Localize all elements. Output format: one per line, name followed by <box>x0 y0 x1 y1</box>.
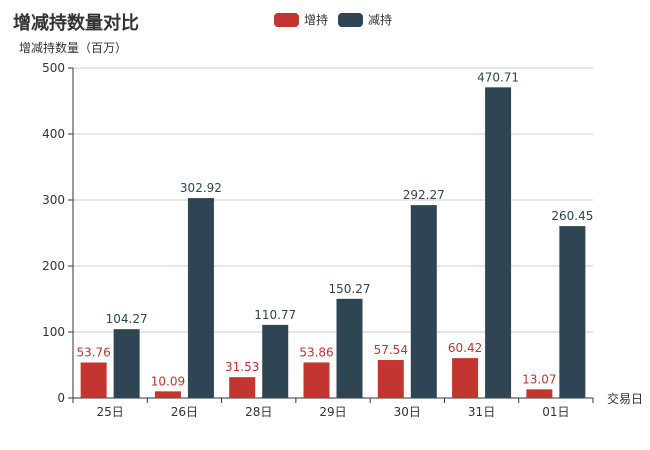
y-tick-label: 400 <box>42 127 65 141</box>
x-tick-label: 30日 <box>394 405 421 419</box>
x-axis-label: 交易日 <box>607 392 644 406</box>
y-tick-label: 0 <box>57 391 65 405</box>
y-tick-label: 100 <box>42 325 65 339</box>
bar-decrease <box>113 329 140 398</box>
data-label-increase: 53.76 <box>76 346 110 360</box>
x-tick-label: 25日 <box>97 405 124 419</box>
legend-item-decrease[interactable]: 减持 <box>338 11 392 28</box>
legend-label-increase: 增持 <box>304 13 329 27</box>
legend: 增持 减持 <box>274 11 402 28</box>
x-tick-label: 29日 <box>319 405 346 419</box>
data-label-decrease: 110.77 <box>254 308 296 322</box>
data-label-increase: 60.42 <box>448 341 482 355</box>
bar-increase <box>303 362 330 398</box>
data-label-decrease: 150.27 <box>329 282 371 296</box>
data-label-increase: 10.09 <box>151 374 185 388</box>
bar-increase <box>452 358 479 398</box>
bar-increase <box>154 391 181 398</box>
y-axis-label: 增减持数量（百万） <box>19 41 128 55</box>
bar-decrease <box>187 198 214 398</box>
data-label-increase: 31.53 <box>225 360 259 374</box>
bar-increase <box>526 389 553 398</box>
legend-item-increase[interactable]: 增持 <box>274 11 328 28</box>
legend-swatch-increase <box>274 12 299 27</box>
data-label-increase: 57.54 <box>374 343 408 357</box>
bar-increase <box>377 360 404 398</box>
data-label-decrease: 470.71 <box>477 70 519 84</box>
data-label-decrease: 260.45 <box>551 209 593 223</box>
bar-increase <box>80 362 107 398</box>
y-tick-label: 300 <box>42 193 65 207</box>
data-label-increase: 53.86 <box>299 345 333 359</box>
x-tick-label: 26日 <box>171 405 198 419</box>
bar-decrease <box>336 298 363 398</box>
data-label-decrease: 292.27 <box>403 188 445 202</box>
bar-decrease <box>559 226 586 398</box>
y-tick-label: 200 <box>42 259 65 273</box>
bar-decrease <box>485 87 512 399</box>
chart-title: 增减持数量对比 <box>13 13 139 34</box>
data-label-decrease: 302.92 <box>180 181 222 195</box>
y-tick-label: 500 <box>42 61 65 75</box>
bar-decrease <box>410 205 437 398</box>
bar-decrease <box>262 324 289 398</box>
legend-swatch-decrease <box>338 12 364 27</box>
data-label-increase: 13.07 <box>522 372 556 386</box>
x-tick-label: 01日 <box>542 405 569 419</box>
legend-label-decrease: 减持 <box>368 13 393 27</box>
x-tick-label: 28日 <box>245 405 272 419</box>
data-label-decrease: 104.27 <box>106 312 148 326</box>
bar-increase <box>229 377 256 398</box>
x-tick-label: 31日 <box>468 405 495 419</box>
